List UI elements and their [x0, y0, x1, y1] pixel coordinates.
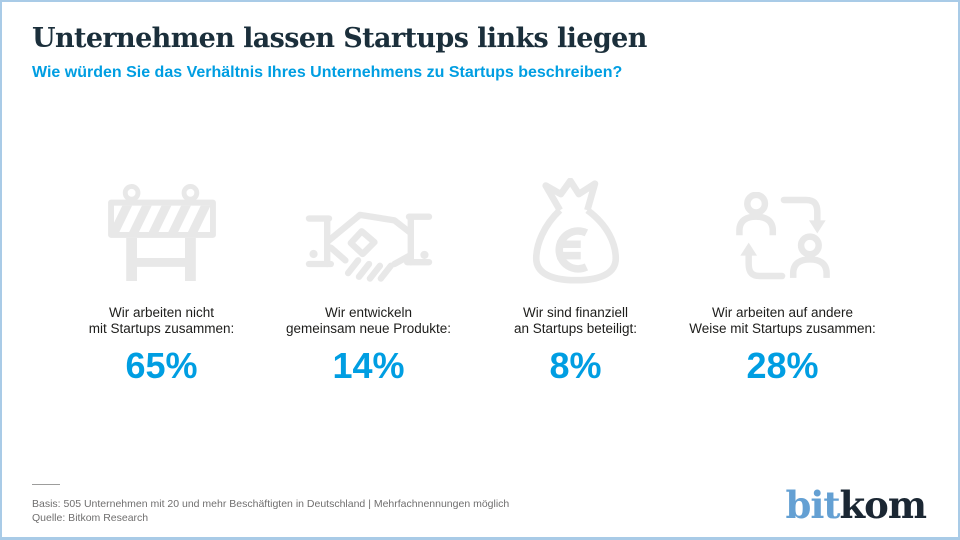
people-exchange-icon: [679, 178, 886, 284]
stats-row: Wir arbeiten nicht mit Startups zusammen…: [58, 178, 888, 387]
stat-card-financial-stake: Wir sind finanziell an Startups beteilig…: [472, 178, 679, 387]
handshake-icon: [265, 178, 472, 284]
bitkom-logo-kom: kom: [839, 483, 927, 527]
stat-value: 14%: [332, 344, 405, 386]
stat-label: Wir arbeiten nicht mit Startups zusammen…: [88, 305, 235, 337]
barrier-icon: [58, 178, 265, 284]
stat-card-other-cooperation: Wir arbeiten auf andere Weise mit Startu…: [679, 178, 886, 387]
stat-label: Wir sind finanziell an Startups beteilig…: [513, 305, 638, 337]
stat-value: 65%: [125, 344, 198, 386]
stat-label: Wir arbeiten auf andere Weise mit Startu…: [689, 305, 876, 337]
stat-card-no-cooperation: Wir arbeiten nicht mit Startups zusammen…: [58, 178, 265, 387]
footer-source-note: Quelle: Bitkom Research: [32, 512, 149, 524]
stat-card-joint-products: Wir entwickeln gemeinsam neue Produkte: …: [265, 178, 472, 387]
bitkom-logo-bit: bit: [785, 483, 841, 527]
bitkom-logo: bitkom: [786, 487, 928, 524]
page-title: Unternehmen lassen Startups links liegen: [32, 23, 647, 54]
money-bag-euro-icon: [472, 178, 679, 284]
stat-label: Wir entwickeln gemeinsam neue Produkte:: [285, 305, 452, 337]
footer-divider: [32, 484, 60, 485]
stat-value: 28%: [746, 344, 819, 386]
stat-value: 8%: [549, 344, 602, 386]
page-subtitle: Wie würden Sie das Verhältnis Ihres Unte…: [32, 64, 623, 81]
footer-basis-note: Basis: 505 Unternehmen mit 20 und mehr B…: [32, 498, 510, 510]
